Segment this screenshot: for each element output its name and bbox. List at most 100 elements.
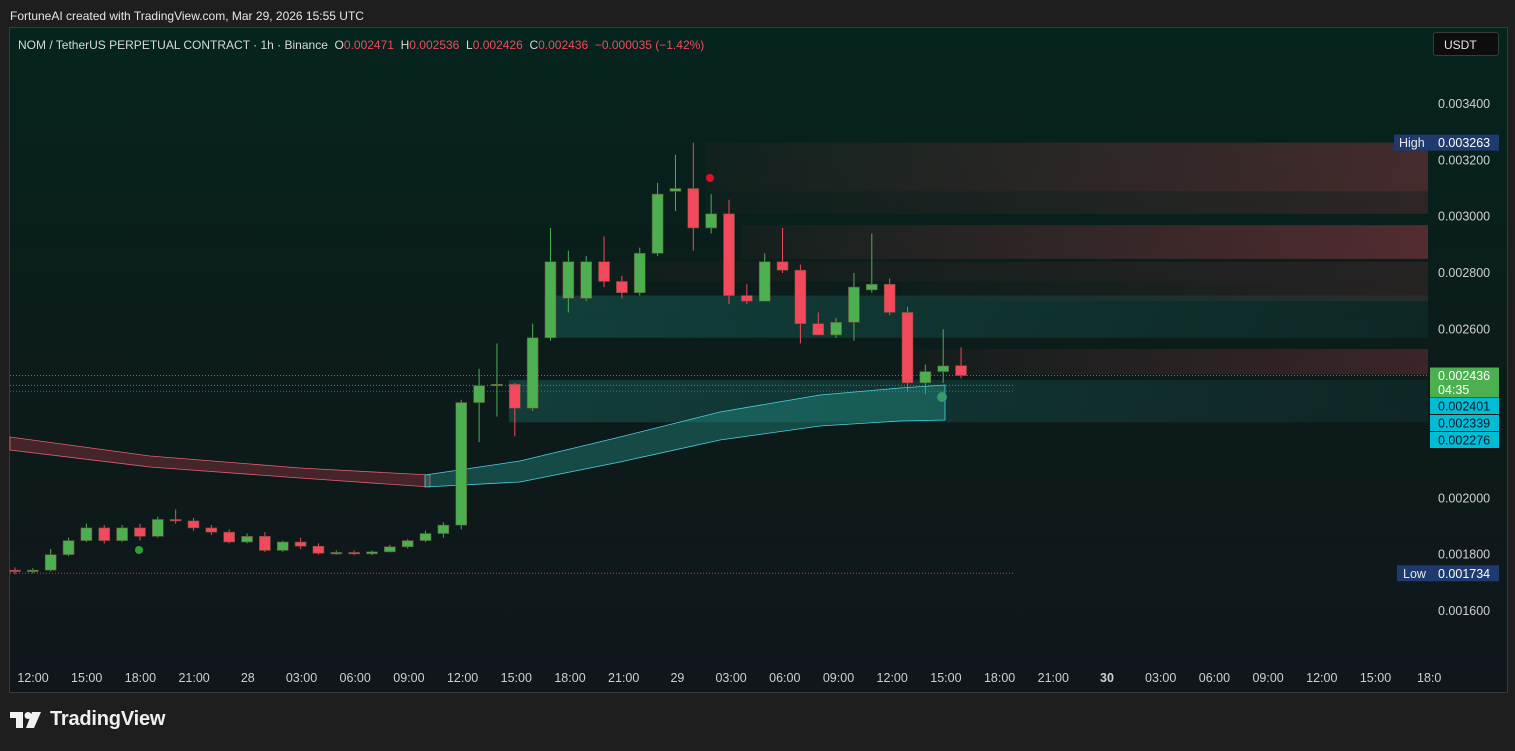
level-tag-value: 0.002276 [1438, 434, 1490, 448]
candle-body [544, 261, 557, 339]
time-tick-label: 28 [241, 671, 255, 685]
high-value: 0.002536 [409, 38, 460, 52]
time-tick-label: 15:00 [930, 671, 961, 685]
candle-body [633, 252, 646, 294]
buy-signal-marker [937, 392, 947, 402]
time-tick-label: 12:00 [17, 671, 48, 685]
time-tick-label: 21:00 [178, 671, 209, 685]
time-tick-label: 18:00 [984, 671, 1015, 685]
price-tick-label: 0.003200 [1438, 153, 1490, 167]
candle-body [723, 213, 735, 296]
candle-body [687, 188, 700, 229]
candle-body [651, 193, 664, 254]
candle-body [669, 188, 682, 192]
support-zone [544, 295, 1428, 313]
candle-body [27, 569, 39, 572]
price-tick-label: 0.002600 [1438, 322, 1490, 336]
open-value: 0.002471 [343, 38, 394, 52]
time-tick-label: 09:00 [393, 671, 424, 685]
candle-body [330, 552, 343, 555]
tradingview-brand[interactable]: TradingView [10, 708, 165, 731]
candle-body [241, 536, 253, 543]
buy-signal-marker [135, 546, 143, 554]
time-tick-label: 03:00 [286, 671, 317, 685]
change-value: −0.000035 (−1.42%) [594, 38, 705, 52]
low-tag-bg [1397, 565, 1499, 582]
ma-ribbon-bullish [424, 384, 946, 488]
brand-name: TradingView [50, 708, 166, 730]
support-zone [508, 405, 1428, 423]
symbol-title[interactable]: NOM / TetherUS PERPETUAL CONTRACT · 1h ·… [18, 38, 328, 52]
candle-body [98, 527, 111, 541]
candle-body [312, 545, 325, 554]
candle-body [62, 540, 75, 555]
candle-body [794, 269, 807, 324]
candle-body [508, 383, 521, 409]
candle-body [187, 520, 200, 529]
resistance-zone [705, 142, 1428, 192]
high-key: H [400, 38, 410, 52]
resistance-zone [705, 191, 1428, 214]
candle-body [455, 402, 468, 526]
time-tick-label: 18:0 [1417, 671, 1441, 685]
candle-body [491, 383, 503, 387]
candle-body [865, 283, 878, 291]
candle-body [526, 337, 539, 409]
time-tick-label: 29 [670, 671, 684, 685]
resistance-zone [544, 261, 1428, 282]
time-tick-label: 21:00 [1038, 671, 1069, 685]
resistance-zone [740, 225, 1428, 259]
time-tick-label: 06:00 [769, 671, 800, 685]
moving-average-ribbons [9, 384, 946, 488]
candles-layer [9, 142, 967, 575]
candle-body [955, 365, 967, 376]
signal-markers [135, 174, 947, 554]
time-tick-label: 09:00 [1252, 671, 1283, 685]
price-tick-label: 0.003000 [1438, 210, 1490, 224]
high-value: 0.003263 [1438, 136, 1490, 150]
time-tick-label: 06:00 [1199, 671, 1230, 685]
candle-body [419, 533, 432, 541]
candle-body [294, 541, 307, 547]
candle-body [616, 281, 628, 294]
candle-body [901, 312, 914, 384]
price-axis[interactable]: 0.003400 0.003200 0.003000 0.002800 0.002600… [1438, 97, 1490, 618]
candle-body [812, 323, 825, 336]
time-tick-label: 18:00 [125, 671, 156, 685]
last-price-tag-bg [1430, 367, 1499, 398]
time-tick-label: 15:00 [501, 671, 532, 685]
price-tick-label: 0.002000 [1438, 491, 1490, 505]
price-tick-label: 0.003400 [1438, 97, 1490, 111]
candle-body [562, 261, 575, 299]
candle-body [705, 213, 717, 229]
candle-body [223, 531, 235, 543]
candle-body [919, 371, 932, 384]
open-key: O [334, 38, 344, 52]
candle-body [80, 527, 93, 541]
time-tick-label: 18:00 [554, 671, 585, 685]
level-tag-bg [1430, 398, 1499, 414]
currency-button[interactable]: USDT [1433, 32, 1499, 56]
level-tag-value: 0.002339 [1438, 417, 1490, 431]
time-axis[interactable]: 12:00 15:00 18:00 21:00 28 03:00 06:00 09:00 12:… [17, 671, 1441, 685]
last-price-value: 0.002436 [1438, 369, 1490, 383]
ohlc-legend: NOM / TetherUS PERPETUAL CONTRACT · 1h ·… [18, 38, 704, 52]
candle-body [830, 321, 842, 336]
candle-body [205, 527, 218, 533]
time-tick-label: 06:00 [340, 671, 371, 685]
time-tick-label: 03:00 [1145, 671, 1176, 685]
candle-body [580, 261, 593, 299]
candle-body [116, 527, 128, 541]
candle-body [276, 541, 289, 551]
low-value: 0.001734 [1438, 567, 1490, 581]
candle-body [401, 540, 414, 548]
time-tick-label: 15:00 [1360, 671, 1391, 685]
candle-body [9, 569, 21, 572]
low-value: 0.002426 [472, 38, 523, 52]
time-tick-label: 15:00 [71, 671, 102, 685]
high-tag-bg [1394, 134, 1499, 151]
candle-body [44, 554, 57, 571]
bar-countdown: 04:35 [1438, 383, 1469, 397]
